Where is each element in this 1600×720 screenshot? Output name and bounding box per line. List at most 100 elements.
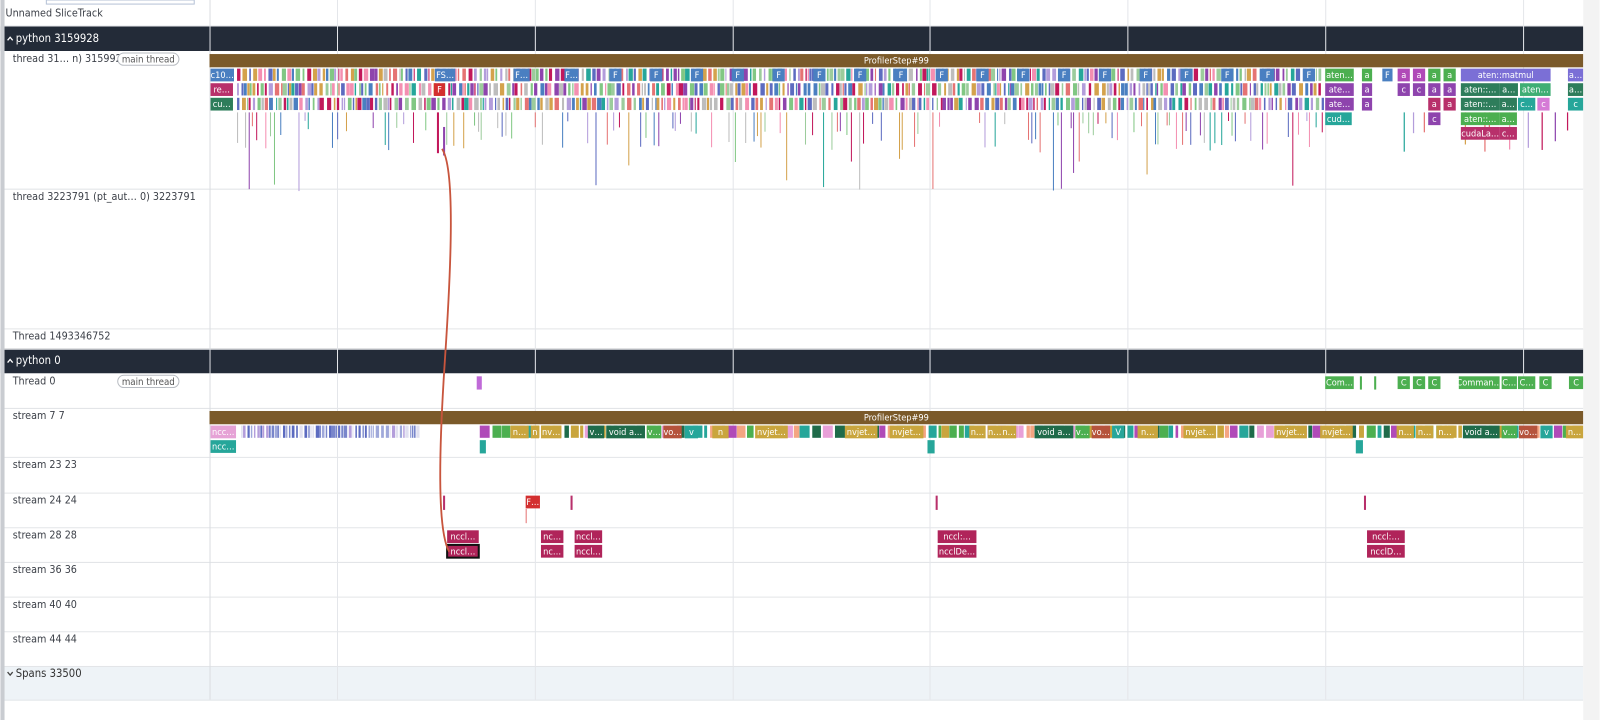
chevron[interactable] xyxy=(7,36,14,41)
slice[interactable] xyxy=(854,68,867,82)
slice[interactable] xyxy=(587,425,605,439)
slice[interactable] xyxy=(1075,425,1090,439)
slice[interactable] xyxy=(976,68,989,82)
slice[interactable] xyxy=(1325,83,1354,96)
slice[interactable] xyxy=(1460,83,1500,96)
slice[interactable] xyxy=(1501,425,1517,439)
slice[interactable] xyxy=(1499,112,1517,126)
slice[interactable] xyxy=(731,68,744,82)
slice[interactable] xyxy=(606,425,645,439)
slice[interactable] xyxy=(433,83,446,96)
slice[interactable] xyxy=(1325,112,1352,126)
slice[interactable] xyxy=(1139,68,1152,82)
slice[interactable] xyxy=(712,425,729,439)
slice[interactable] xyxy=(574,530,603,544)
slice[interactable] xyxy=(209,410,1584,425)
slice[interactable] xyxy=(1397,83,1410,96)
slice[interactable] xyxy=(1428,83,1441,96)
slice[interactable] xyxy=(1428,376,1441,390)
slice[interactable] xyxy=(1462,425,1500,439)
slice[interactable] xyxy=(1415,425,1434,439)
slice[interactable] xyxy=(1112,425,1125,439)
slice[interactable] xyxy=(1325,68,1354,82)
slice[interactable] xyxy=(1499,97,1517,111)
slice[interactable] xyxy=(1443,97,1456,111)
slice[interactable] xyxy=(772,68,785,82)
slice[interactable] xyxy=(1367,530,1405,544)
slice[interactable] xyxy=(1567,97,1584,111)
slice[interactable] xyxy=(1412,376,1426,390)
slice[interactable] xyxy=(1302,68,1316,82)
slice[interactable] xyxy=(1436,425,1454,439)
group-header[interactable] xyxy=(0,665,1584,700)
slice[interactable] xyxy=(530,425,539,439)
slice[interactable] xyxy=(1397,68,1410,82)
slice[interactable] xyxy=(1367,544,1405,558)
slice[interactable] xyxy=(1460,126,1500,140)
slice[interactable] xyxy=(1460,112,1500,126)
slice[interactable] xyxy=(525,495,540,509)
slice[interactable] xyxy=(1396,425,1414,439)
chevron[interactable] xyxy=(7,358,14,363)
slice[interactable] xyxy=(540,425,562,439)
slice[interactable] xyxy=(210,440,237,453)
slice[interactable] xyxy=(1501,376,1517,390)
slice[interactable] xyxy=(510,425,529,439)
slice[interactable] xyxy=(1058,68,1071,82)
slice[interactable] xyxy=(210,83,233,96)
slice[interactable] xyxy=(1540,425,1553,439)
slice[interactable] xyxy=(210,97,233,111)
slice[interactable] xyxy=(1460,97,1500,111)
slice[interactable] xyxy=(813,68,826,82)
slice[interactable] xyxy=(1325,376,1354,390)
slice[interactable] xyxy=(1412,83,1426,96)
slice[interactable] xyxy=(987,425,1002,439)
slice[interactable] xyxy=(889,425,924,439)
group-header[interactable] xyxy=(0,348,1584,374)
slice[interactable] xyxy=(1517,376,1536,390)
slice[interactable] xyxy=(684,425,699,439)
slice[interactable] xyxy=(1325,97,1354,111)
slice[interactable] xyxy=(1499,83,1518,96)
slice[interactable] xyxy=(1568,376,1584,390)
slice[interactable] xyxy=(1274,425,1307,439)
slice[interactable] xyxy=(1361,83,1373,96)
slice[interactable] xyxy=(564,68,579,82)
slice[interactable] xyxy=(1460,68,1551,82)
slice[interactable] xyxy=(447,530,479,544)
slice[interactable] xyxy=(663,425,682,439)
slice[interactable] xyxy=(755,425,788,439)
slice[interactable] xyxy=(609,68,622,82)
slice[interactable] xyxy=(1361,68,1373,82)
scrollbar[interactable] xyxy=(1583,0,1600,720)
slice[interactable] xyxy=(210,425,237,439)
slice[interactable] xyxy=(1034,425,1074,439)
slice[interactable] xyxy=(1183,425,1217,439)
slice[interactable] xyxy=(1017,68,1030,82)
slice[interactable] xyxy=(574,544,603,558)
slice[interactable] xyxy=(1520,83,1551,96)
slice[interactable] xyxy=(1221,68,1234,82)
slice[interactable] xyxy=(1539,376,1552,390)
slice[interactable] xyxy=(937,544,977,558)
slice[interactable] xyxy=(1098,68,1112,82)
slice[interactable] xyxy=(434,68,456,82)
slice[interactable] xyxy=(650,68,663,82)
slice[interactable] xyxy=(1412,68,1426,82)
slice[interactable] xyxy=(209,54,1584,68)
slice[interactable] xyxy=(1382,68,1393,82)
slice[interactable] xyxy=(540,544,564,558)
slice[interactable] xyxy=(210,68,234,82)
slice[interactable] xyxy=(1565,425,1584,439)
slice[interactable] xyxy=(1458,376,1500,390)
slice[interactable] xyxy=(1518,425,1538,439)
slice[interactable] xyxy=(1397,376,1410,390)
slice[interactable] xyxy=(969,425,986,439)
slice[interactable] xyxy=(1537,97,1550,111)
slice[interactable] xyxy=(1137,425,1158,439)
slice[interactable] xyxy=(1443,68,1456,82)
slice[interactable] xyxy=(1428,112,1441,126)
slice[interactable] xyxy=(1428,68,1441,82)
slice[interactable] xyxy=(1180,68,1193,82)
slice[interactable] xyxy=(1320,425,1353,439)
